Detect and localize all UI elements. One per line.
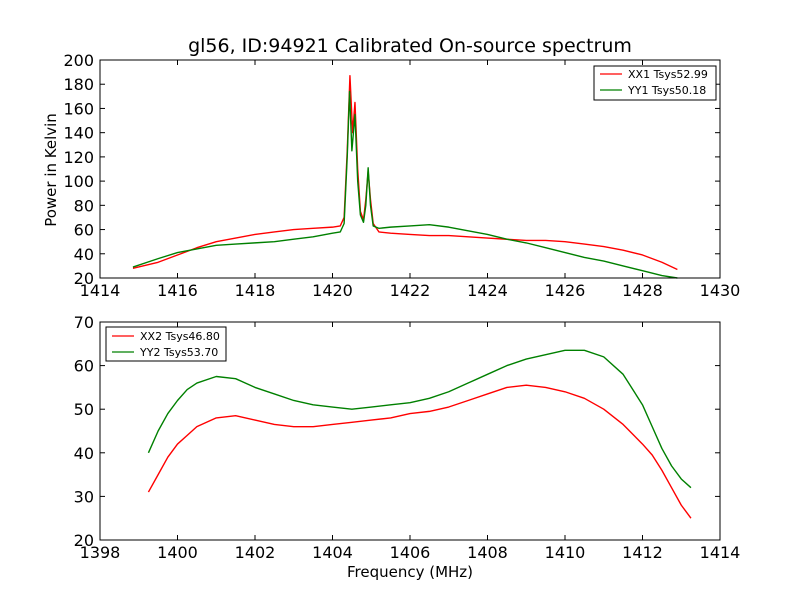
bottom-x-axis-label: Frequency (MHz) [347,563,473,581]
bottom-y-tick-label: 50 [74,400,94,419]
top-panel: gl56, ID:94921 Calibrated On-source spec… [42,35,740,300]
bottom-x-tick-label: 1404 [312,543,353,562]
top-legend-label-yy1: YY1 Tsys50.18 [627,84,706,97]
top-x-tick-label: 1416 [157,281,198,300]
top-series-line-yy1 [132,90,678,279]
bottom-x-tick-label: 1398 [80,543,121,562]
top-y-axis-label: Power in Kelvin [42,113,60,227]
top-x-tick-label: 1422 [390,281,431,300]
top-x-tick-label: 1414 [80,281,121,300]
bottom-legend: XX2 Tsys46.80 YY2 Tsys53.70 [105,326,227,362]
top-y-tick-label: 100 [63,172,94,191]
bottom-series-line-yy2 [147,349,692,489]
top-x-tick-label: 1426 [545,281,586,300]
bottom-y-tick-label: 60 [74,357,94,376]
bottom-y-tick-label: 70 [74,313,94,332]
top-axis-ticks: 1414 1416 1418 1420 1422 1424 1426 1428 1430 20 40… [63,51,740,300]
bottom-x-tick-label: 1412 [622,543,663,562]
top-x-tick-label: 1418 [235,281,276,300]
top-y-tick-label: 160 [63,99,94,118]
bottom-axis-ticks: 1398 1400 1402 1404 1406 1408 1410 1412 1414 20 30… [74,313,741,562]
top-y-tick-label: 80 [74,196,94,215]
bottom-y-tick-label: 20 [74,531,94,550]
top-y-tick-label: 180 [63,75,94,94]
top-y-tick-label: 40 [74,245,94,264]
bottom-legend-label-xx2: XX2 Tsys46.80 [140,330,220,343]
bottom-y-tick-label: 30 [74,487,94,506]
bottom-panel: Frequency (MHz) 1398 1400 1402 1404 1406 1408… [74,313,741,581]
top-x-tick-label: 1420 [312,281,353,300]
top-series-lines [132,75,678,279]
bottom-x-tick-label: 1402 [235,543,276,562]
top-x-tick-label: 1430 [700,281,741,300]
top-y-tick-label: 200 [63,51,94,70]
bottom-series-line-xx2 [147,384,692,519]
bottom-legend-box [105,326,227,362]
bottom-plot-frame [99,321,721,541]
top-legend-box [593,65,717,101]
top-y-tick-label: 140 [63,124,94,143]
bottom-x-tick-label: 1400 [157,543,198,562]
top-legend-label-xx1: XX1 Tsys52.99 [628,68,708,81]
top-y-tick-label: 20 [74,269,94,288]
bottom-x-tick-label: 1408 [467,543,508,562]
top-y-tick-label: 60 [74,221,94,240]
bottom-x-tick-label: 1406 [390,543,431,562]
top-x-tick-label: 1424 [467,281,508,300]
bottom-x-tick-label: 1410 [545,543,586,562]
top-legend: XX1 Tsys52.99 YY1 Tsys50.18 [593,65,717,101]
top-y-tick-label: 120 [63,148,94,167]
bottom-x-tick-label: 1414 [700,543,741,562]
top-x-tick-label: 1428 [622,281,663,300]
chart-title: gl56, ID:94921 Calibrated On-source spec… [188,35,632,57]
top-plot-frame [99,59,721,279]
bottom-legend-label-yy2: YY2 Tsys53.70 [139,346,218,359]
bottom-y-tick-label: 40 [74,444,94,463]
bottom-series-lines [147,349,692,519]
